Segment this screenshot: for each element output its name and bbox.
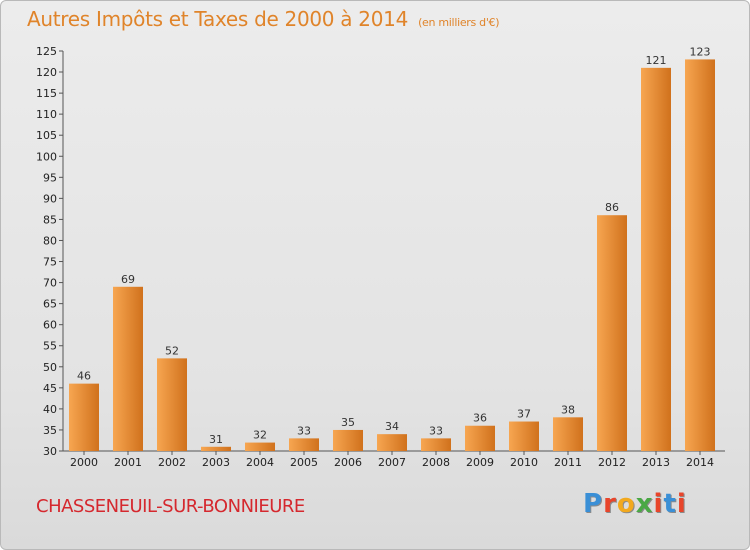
bar-value-label: 36 <box>473 412 487 425</box>
x-tick-label: 2008 <box>422 456 450 469</box>
x-tick-label: 2011 <box>554 456 582 469</box>
bar-value-label: 86 <box>605 201 619 214</box>
chart-subtitle: (en milliers d'€) <box>418 16 500 29</box>
chart-title: Autres Impôts et Taxes de 2000 à 2014 (e… <box>27 7 500 31</box>
x-tick-label: 2002 <box>158 456 186 469</box>
x-tick-label: 2010 <box>510 456 538 469</box>
bar-2007 <box>377 434 407 451</box>
logo-letter: P <box>583 489 604 519</box>
y-tick-label: 80 <box>43 234 57 247</box>
y-tick-label: 75 <box>43 256 57 269</box>
x-tick-label: 2014 <box>686 456 714 469</box>
chart-axes: 30 35 40 45 50 55 60 65 70 75 80 85 90 95 100 105 110 115… <box>36 45 725 458</box>
x-tick-label: 2005 <box>290 456 318 469</box>
y-tick-label: 30 <box>43 445 57 458</box>
bar-2010 <box>509 421 539 451</box>
bar-2011 <box>553 417 583 451</box>
bar-value-label: 38 <box>561 403 575 416</box>
y-tick-label: 105 <box>36 129 57 142</box>
y-tick-label: 115 <box>36 87 57 100</box>
commune-name: CHASSENEUIL-SUR-BONNIEURE <box>36 496 305 517</box>
chart-bars <box>69 59 715 451</box>
bar-2009 <box>465 425 495 451</box>
bar-2013 <box>641 67 671 451</box>
y-tick-label: 90 <box>43 192 57 205</box>
bar-2005 <box>289 438 319 451</box>
bar-value-label: 33 <box>429 424 443 437</box>
logo-letter: t <box>663 489 677 519</box>
bar-2002 <box>157 358 187 451</box>
y-tick-label: 85 <box>43 213 57 226</box>
bar-value-label: 34 <box>385 420 399 433</box>
y-tick-label: 35 <box>43 424 57 437</box>
bar-2000 <box>69 383 99 451</box>
bar-value-label: 52 <box>165 344 179 357</box>
bar-2012 <box>597 215 627 451</box>
bar-2003 <box>201 446 231 451</box>
y-tick-label: 50 <box>43 361 57 374</box>
bar-2001 <box>113 286 143 451</box>
x-tick-label: 2004 <box>246 456 274 469</box>
y-tick-label: 65 <box>43 298 57 311</box>
bar-value-label: 37 <box>517 408 531 421</box>
bar-value-label: 33 <box>297 424 311 437</box>
x-tick-label: 2000 <box>70 456 98 469</box>
y-tick-label: 60 <box>43 319 57 332</box>
y-tick-label: 110 <box>36 108 57 121</box>
logo-letter: x <box>635 489 654 519</box>
x-tick-label: 2007 <box>378 456 406 469</box>
y-tick-label: 100 <box>36 150 57 163</box>
x-tick-label: 2006 <box>334 456 362 469</box>
bar-value-label: 46 <box>77 370 91 383</box>
y-tick-label: 70 <box>43 277 57 290</box>
bar-value-label: 69 <box>121 273 135 286</box>
x-tick-label: 2013 <box>642 456 670 469</box>
chart-labels: 46 2000 69 2001 52 2002 31 2003 32 2004 33 2005 35 20… <box>70 45 714 469</box>
bar-value-label: 123 <box>690 45 711 58</box>
chart-title-text: Autres Impôts et Taxes de 2000 à 2014 <box>27 7 408 31</box>
logo-letter: r <box>603 489 617 519</box>
x-tick-label: 2009 <box>466 456 494 469</box>
x-tick-label: 2001 <box>114 456 142 469</box>
bar-value-label: 32 <box>253 429 267 442</box>
y-tick-label: 40 <box>43 403 57 416</box>
y-tick-label: 120 <box>36 66 57 79</box>
bar-value-label: 35 <box>341 416 355 429</box>
x-tick-label: 2012 <box>598 456 626 469</box>
logo-letter: i <box>676 489 687 519</box>
x-tick-label: 2003 <box>202 456 230 469</box>
bar-value-label: 31 <box>209 433 223 446</box>
bar-2008 <box>421 438 451 451</box>
bar-value-label: 121 <box>646 54 667 67</box>
logo-letter: i <box>653 489 664 519</box>
proxiti-logo: Proxiti <box>583 489 687 519</box>
y-tick-label: 55 <box>43 340 57 353</box>
bar-2004 <box>245 442 275 451</box>
y-tick-label: 125 <box>36 45 57 58</box>
y-tick-label: 95 <box>43 171 57 184</box>
logo-letter: o <box>616 489 636 519</box>
y-tick-label: 45 <box>43 382 57 395</box>
bar-2014 <box>685 59 715 451</box>
bar-2006 <box>333 429 363 451</box>
